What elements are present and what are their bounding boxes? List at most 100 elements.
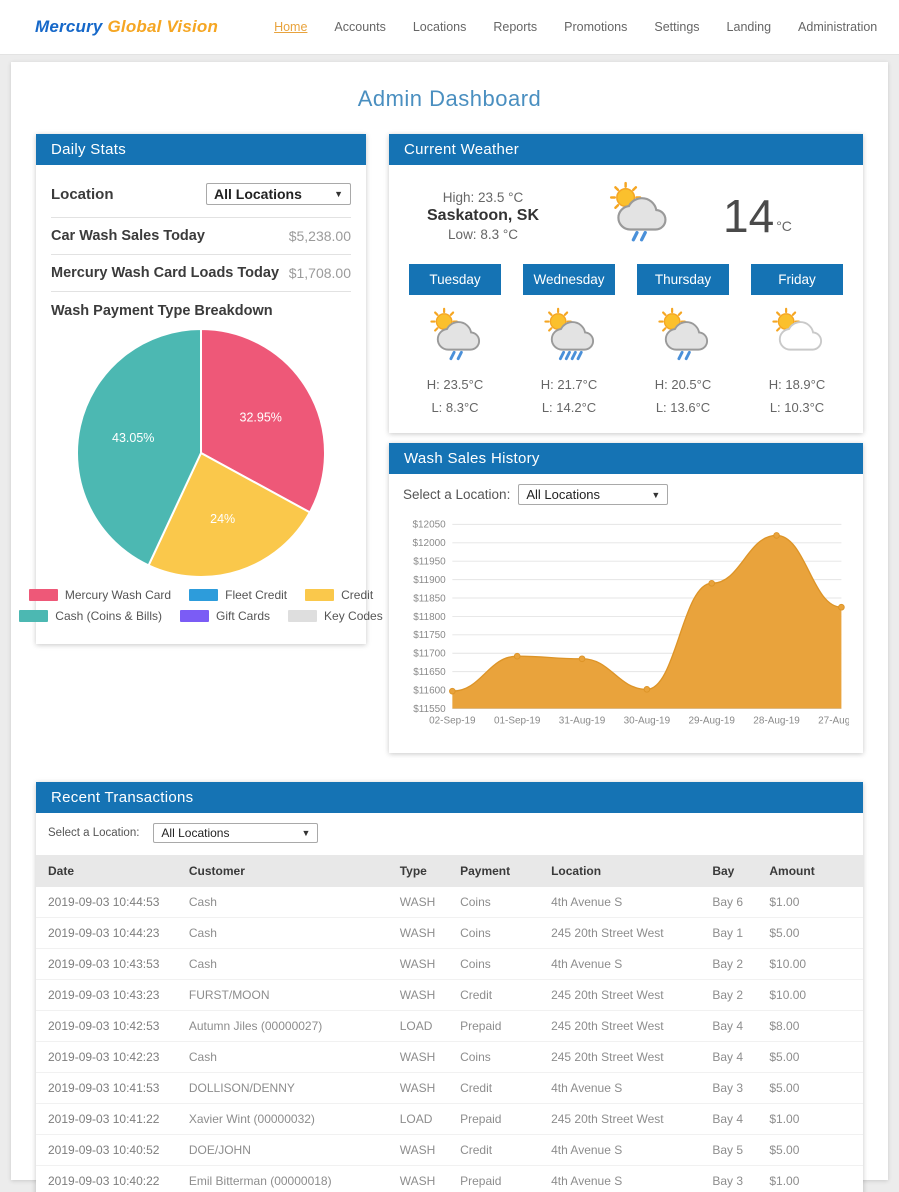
legend-item: Fleet Credit xyxy=(189,588,287,602)
table-row: 2019-09-03 10:40:22 Emil Bitterman (00000… xyxy=(36,1165,863,1192)
transactions-header: Recent Transactions xyxy=(36,781,863,813)
forecast-low: L: 14.2°C xyxy=(541,400,597,416)
wash-sales-select-label: Select a Location: xyxy=(403,487,511,503)
table-cell: Prepaid xyxy=(456,1010,548,1042)
stat-label: Car Wash Sales Today xyxy=(51,228,205,244)
legend-swatch xyxy=(305,589,335,601)
legend-row: Cash (Coins & Bills) Gift Cards Key Codes xyxy=(19,609,383,623)
table-cell: Credit xyxy=(456,979,548,1011)
daily-stats-location-select[interactable]: All Locations ▼ xyxy=(206,183,351,205)
current-city: Saskatoon, SK xyxy=(427,206,540,224)
sun-cloud-rain-light-icon xyxy=(409,307,501,369)
column-header-type: Type xyxy=(395,854,457,887)
table-cell: Bay 2 xyxy=(708,979,766,1011)
table-cell: DOLLISON/DENNY xyxy=(184,1072,396,1104)
day-button-thursday[interactable]: Thursday xyxy=(637,264,729,296)
table-cell: Autumn Jiles (00000027) xyxy=(184,1010,396,1042)
column-header-bay: Bay xyxy=(708,854,766,887)
table-cell: $5.00 xyxy=(765,1134,863,1166)
svg-text:$11750: $11750 xyxy=(413,630,446,641)
table-cell: 4th Avenue S xyxy=(547,1165,709,1192)
table-cell: Emil Bitterman (00000018) xyxy=(184,1165,396,1192)
table-cell: 245 20th Street West xyxy=(547,917,709,949)
table-cell: $10.00 xyxy=(765,979,863,1011)
nav-item-promotions[interactable]: Promotions xyxy=(564,20,628,34)
table-row: 2019-09-03 10:43:53 Cash WASH Coins 4th Aven… xyxy=(36,948,863,980)
column-header-location: Location xyxy=(547,854,709,887)
forecast-day-tuesday: Tuesday H: 23.5°C L: 8.3°C xyxy=(409,264,501,415)
current-temp: 14 xyxy=(723,189,775,242)
nav-item-home[interactable]: Home xyxy=(274,20,308,34)
chevron-down-icon: ▼ xyxy=(334,189,343,199)
pie-slice xyxy=(147,451,312,578)
table-cell: 4th Avenue S xyxy=(547,1072,709,1104)
forecast-low: L: 8.3°C xyxy=(431,400,479,416)
transactions-table: Date Customer Type Payment Location Bay Amount… xyxy=(36,854,863,1192)
logo-part2: Global Vision xyxy=(107,17,219,36)
nav-item-landing[interactable]: Landing xyxy=(726,20,772,34)
table-cell: LOAD xyxy=(395,1103,457,1135)
nav-item-reports[interactable]: Reports xyxy=(493,20,538,34)
transactions-panel: Recent Transactions Select a Location: A… xyxy=(36,781,863,1192)
current-temp-unit: °C xyxy=(776,217,792,234)
table-row: 2019-09-03 10:43:23 FURST/MOON WASH Credit 2… xyxy=(36,979,863,1011)
pie-slice-label: 43.05% xyxy=(112,431,154,445)
forecast-day-friday: Friday H: 18.9°C L: 10.3°C xyxy=(751,264,843,415)
forecast-high: H: 18.9°C xyxy=(768,377,826,393)
legend-item: Key Codes xyxy=(288,609,383,623)
legend-label: Fleet Credit xyxy=(225,588,288,602)
nav-item-settings[interactable]: Settings xyxy=(654,20,700,34)
wash-sales-location-select[interactable]: All Locations ▼ xyxy=(518,484,669,506)
table-cell: WASH xyxy=(395,1165,457,1192)
table-cell: $10.00 xyxy=(765,948,863,980)
breakdown-title: Wash Payment Type Breakdown xyxy=(51,291,351,319)
day-button-wednesday[interactable]: Wednesday xyxy=(523,264,615,296)
svg-text:$12050: $12050 xyxy=(412,520,446,531)
table-cell: Coins xyxy=(456,1041,548,1073)
table-cell: WASH xyxy=(395,1134,457,1166)
table-cell: Coins xyxy=(456,886,548,918)
table-cell: $5.00 xyxy=(765,1041,863,1073)
location-label: Location xyxy=(51,185,114,203)
svg-text:$11650: $11650 xyxy=(413,667,446,678)
table-cell: WASH xyxy=(395,886,457,918)
table-cell: Cash xyxy=(184,1041,396,1073)
forecast-grid: Tuesday H: 23.5°C L: 8.3°C Wednesday H: 21.7… xyxy=(409,264,843,415)
nav-item-administration[interactable]: Administration xyxy=(798,20,878,34)
table-cell: 2019-09-03 10:41:53 xyxy=(36,1072,185,1104)
table-row: 2019-09-03 10:42:23 Cash WASH Coins 245 20th… xyxy=(36,1041,863,1073)
svg-text:$12000: $12000 xyxy=(412,538,446,549)
pie-slice-label: 32.95% xyxy=(240,411,282,425)
table-row: 2019-09-03 10:44:23 Cash WASH Coins 245 20th… xyxy=(36,917,863,949)
stat-value: $1,708.00 xyxy=(288,265,351,281)
svg-text:28-Aug-19: 28-Aug-19 xyxy=(753,716,800,727)
transactions-location-select[interactable]: All Locations ▼ xyxy=(153,822,319,843)
pie-slice xyxy=(76,327,202,567)
current-weather-icon xyxy=(605,181,671,250)
stat-value: $5,238.00 xyxy=(288,228,351,244)
table-cell: WASH xyxy=(395,948,457,980)
top-nav: Mercury Global Vision Home Accounts Locati… xyxy=(0,0,899,55)
svg-text:$11950: $11950 xyxy=(413,557,446,568)
logo-part1: Mercury xyxy=(35,17,103,36)
legend-label: Key Codes xyxy=(324,609,383,623)
table-cell: Cash xyxy=(184,886,396,918)
table-cell: 2019-09-03 10:41:22 xyxy=(36,1103,185,1135)
table-cell: Bay 4 xyxy=(708,1010,766,1042)
svg-text:31-Aug-19: 31-Aug-19 xyxy=(559,716,606,727)
day-button-friday[interactable]: Friday xyxy=(751,264,843,296)
svg-text:$11800: $11800 xyxy=(413,612,446,623)
nav-item-locations[interactable]: Locations xyxy=(412,20,467,34)
logo[interactable]: Mercury Global Vision xyxy=(35,17,218,37)
stat-row: Mercury Wash Card Loads Today $1,708.00 xyxy=(51,254,351,291)
sun-cloud-rain-light-icon xyxy=(637,307,729,369)
svg-text:01-Sep-19: 01-Sep-19 xyxy=(494,716,541,727)
nav-item-accounts[interactable]: Accounts xyxy=(334,20,386,34)
day-button-tuesday[interactable]: Tuesday xyxy=(409,264,501,296)
table-row: 2019-09-03 10:44:53 Cash WASH Coins 4th Aven… xyxy=(36,886,863,918)
table-cell: 4th Avenue S xyxy=(547,948,709,980)
daily-stats-panel: Daily Stats Location All Locations ▼ Car… xyxy=(19,134,383,644)
table-cell: Bay 3 xyxy=(708,1072,766,1104)
current-high: High: 23.5 °C xyxy=(442,189,524,205)
legend-label: Gift Cards xyxy=(216,609,271,623)
